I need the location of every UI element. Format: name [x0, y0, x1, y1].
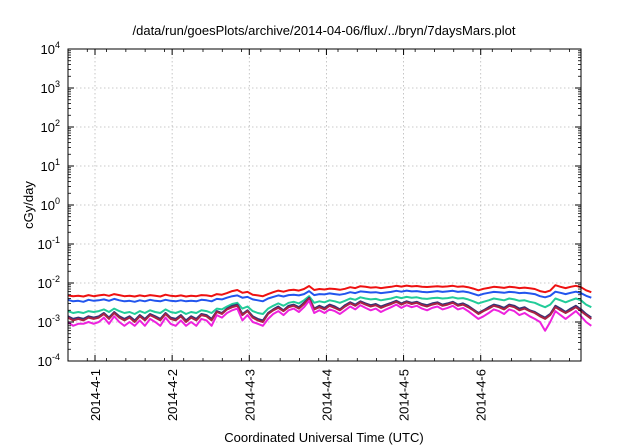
- series-line-6: [67, 299, 592, 332]
- x-tick-label: 2014-4-2: [165, 369, 180, 421]
- y-tick-label: 10-3: [38, 313, 60, 330]
- y-axis-label: cGy/day: [21, 181, 36, 229]
- y-tick-label: 101: [41, 157, 60, 174]
- series-line-4: [67, 296, 592, 322]
- series-line-3: [67, 295, 592, 315]
- x-tick-label: 2014-4-4: [319, 369, 334, 421]
- y-tick-label: 103: [41, 79, 60, 96]
- y-tick-label: 10-2: [38, 274, 60, 291]
- x-tick-label: 2014-4-5: [397, 369, 412, 421]
- y-tick-label: 102: [41, 118, 60, 135]
- x-axis-label: Coordinated Universal Time (UTC): [224, 430, 423, 445]
- axis-ticks: 10-4 10-3 10-2 10-1 100 101 102 103 104 2014-4-1 2…: [38, 40, 581, 421]
- y-tick-label: 10-1: [38, 235, 60, 252]
- y-tick-label: 10-4: [38, 352, 60, 369]
- x-tick-label: 2014-4-1: [88, 369, 103, 421]
- y-tick-label: 104: [41, 40, 60, 57]
- grid: [68, 49, 581, 361]
- x-tick-label: 2014-4-6: [474, 369, 489, 421]
- series-line-2: [67, 289, 592, 303]
- y-tick-label: 100: [41, 196, 60, 213]
- series-layer: [67, 284, 592, 332]
- chart-title: /data/run/goesPlots/archive/2014-04-06/f…: [133, 23, 516, 38]
- x-tick-label: 2014-4-3: [242, 369, 257, 421]
- series-line-1: [67, 284, 592, 298]
- series-line-5: [67, 297, 592, 323]
